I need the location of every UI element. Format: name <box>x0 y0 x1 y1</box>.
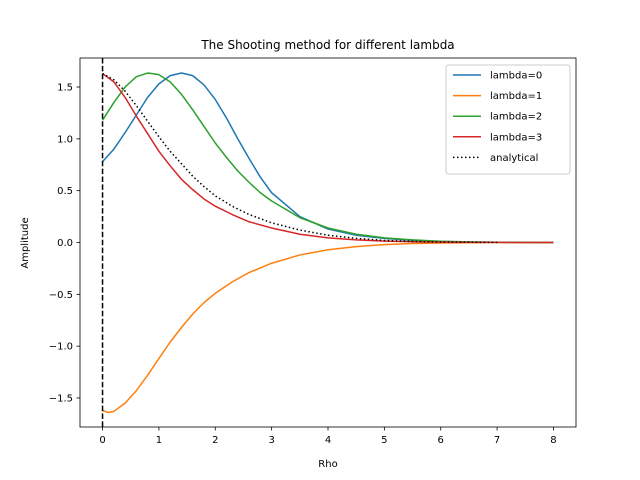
y-tick-label: −0.5 <box>49 290 73 301</box>
x-tick-label: 1 <box>156 435 162 446</box>
x-tick-label: 3 <box>268 435 274 446</box>
series-layer <box>101 58 554 427</box>
x-tick-label: 7 <box>494 435 500 446</box>
x-tick-label: 2 <box>212 435 218 446</box>
legend-label: lambda=2 <box>490 112 542 123</box>
legend-frame <box>445 64 571 175</box>
x-axis-label: Rho <box>318 459 337 470</box>
y-tick-label: −1.0 <box>49 342 73 353</box>
legend-label: lambda=1 <box>490 91 542 102</box>
series-line-analytical <box>102 72 498 244</box>
legend-label: lambda=3 <box>490 132 542 143</box>
x-tick-label: 0 <box>99 435 105 446</box>
series-line-lambda-2 <box>101 72 554 244</box>
y-tick-label: 1.5 <box>57 83 73 94</box>
legend-label: analytical <box>490 153 538 164</box>
y-tick-label: 0.0 <box>57 238 73 249</box>
x-tick-label: 4 <box>325 435 331 446</box>
ticks-layer: 0 1 2 3 4 5 6 7 8 −1.5 −1.0 −0.5 0.0 0.5 1.0 1.5 <box>49 83 557 446</box>
chart-title: The Shooting method for different lambda <box>200 38 454 52</box>
legend: lambda=0 lambda=1 lambda=2 lambda=3 analytic… <box>445 64 571 175</box>
series-line-lambda-3 <box>102 72 554 244</box>
y-axis-label: Amplitude <box>20 217 31 268</box>
y-tick-label: 1.0 <box>57 134 73 145</box>
x-tick-label: 6 <box>438 435 444 446</box>
series-line-lambda-1 <box>102 241 554 414</box>
y-tick-label: −1.5 <box>49 393 73 404</box>
y-tick-label: 0.5 <box>57 186 73 197</box>
x-tick-label: 8 <box>550 435 556 446</box>
legend-label: lambda=0 <box>490 71 542 82</box>
x-tick-label: 5 <box>381 435 387 446</box>
